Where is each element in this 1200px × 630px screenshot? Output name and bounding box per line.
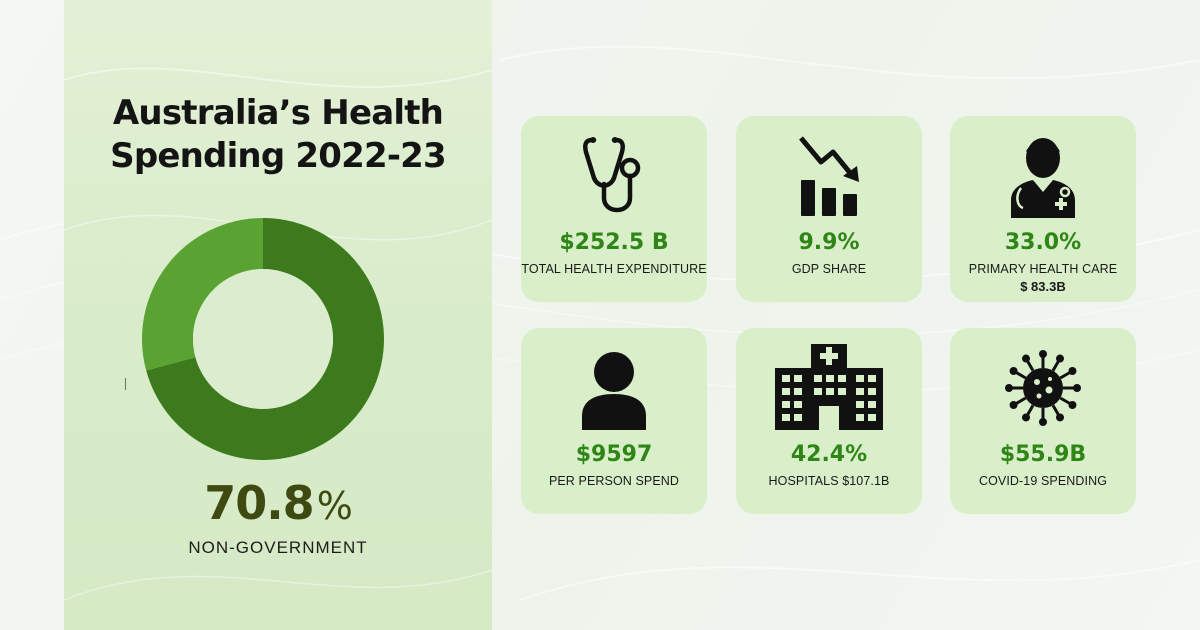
page-title: Australia’s Health Spending 2022-23 [64, 92, 492, 178]
card-value: $9597 [575, 442, 653, 467]
highlight-value: 70.8 [204, 476, 314, 530]
card-sub-value: $ 83.3B [1020, 279, 1066, 294]
virus-spike-tip [1056, 413, 1064, 422]
stat-card-per-person: $9597 PER PERSON SPEND [521, 328, 707, 514]
stat-card-gdp-share: 9.9% GDP SHARE [736, 116, 922, 302]
virus-spike-tip [1022, 354, 1030, 363]
card-value: 33.0% [1004, 230, 1082, 255]
title-line-2: Spending 2022-23 [110, 136, 447, 176]
stethoscope-icon [583, 137, 641, 213]
virus-spike-tip [1022, 413, 1030, 422]
donut-slice-1 [142, 218, 263, 371]
virus-spike-tip [1073, 384, 1081, 392]
virus-spike-tip [1009, 367, 1018, 375]
highlight-percentage: 70.8% [64, 476, 492, 530]
card-value: $55.9B [999, 442, 1087, 467]
donut-chart [142, 218, 384, 460]
doctor-icon [1011, 138, 1075, 218]
stat-card-hospitals: 42.4% HOSPITALS $107.1B [736, 328, 922, 514]
virus-spike-tip [1009, 401, 1018, 409]
person-icon [582, 352, 646, 430]
donut-hole [193, 269, 333, 409]
card-label: GDP SHARE [791, 262, 867, 276]
stat-card-covid: $55.9B COVID-19 SPENDING [950, 328, 1136, 514]
card-label: COVID-19 SPENDING [978, 474, 1108, 488]
hospital-icon [775, 344, 883, 430]
card-label: HOSPITALS $107.1B [768, 474, 890, 488]
virus-spike-tip [1005, 384, 1013, 392]
card-value: 42.4% [790, 442, 868, 467]
chart-tick [125, 378, 126, 390]
virus-icon [1005, 350, 1081, 426]
chart-down-icon [799, 136, 859, 216]
card-value: $252.5 B [559, 230, 669, 255]
stat-card-total-expenditure: $252.5 B TOTAL HEALTH EXPENDITURE [521, 116, 707, 302]
card-label: PER PERSON SPEND [548, 474, 680, 488]
card-value: 9.9% [798, 230, 860, 255]
virus-spike-tip [1068, 401, 1077, 409]
virus-spike-tip [1039, 418, 1047, 426]
stat-card-primary-health-care: 33.0% PRIMARY HEALTH CARE $ 83.3B [950, 116, 1136, 302]
virus-spike-tip [1068, 367, 1077, 375]
highlight-unit: % [316, 484, 353, 528]
title-line-1: Australia’s Health [112, 93, 444, 133]
virus-spike-tip [1056, 354, 1064, 363]
highlight-label: NON-GOVERNMENT [188, 538, 368, 557]
donut-slice-0 [146, 218, 384, 460]
card-label: PRIMARY HEALTH CARE [968, 262, 1118, 276]
virus-spike-tip [1039, 350, 1047, 358]
card-label: TOTAL HEALTH EXPENDITURE [521, 262, 707, 276]
